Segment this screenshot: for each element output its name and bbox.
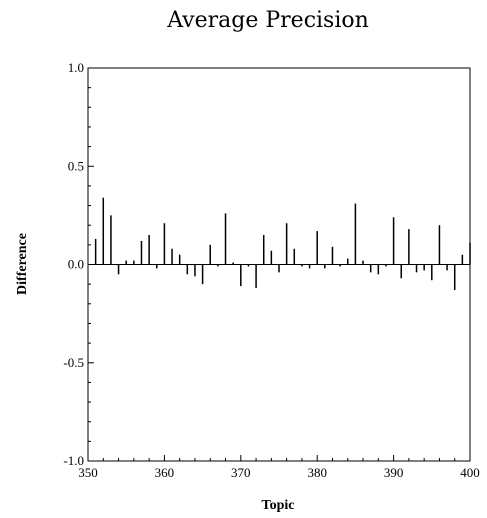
bar-topic-353 bbox=[110, 215, 112, 265]
bar-topic-379 bbox=[308, 264, 311, 269]
bar-topic-393 bbox=[415, 264, 418, 273]
bar-topic-367 bbox=[217, 264, 219, 267]
bar-topic-361 bbox=[171, 248, 173, 265]
x-axis-label: Topic bbox=[262, 498, 295, 513]
y-axis-ticks: -1.0 -0.5 0.0 0.5 1.0 bbox=[63, 60, 94, 468]
bar-topic-396 bbox=[438, 225, 441, 265]
bar-topic-385 bbox=[354, 203, 357, 265]
bar-topic-384 bbox=[347, 258, 349, 265]
bar-topic-394 bbox=[423, 264, 425, 271]
y-axis-label: Difference bbox=[15, 233, 30, 295]
bar-topic-399 bbox=[461, 254, 464, 265]
bar-topic-354 bbox=[117, 264, 120, 275]
bar-topic-359 bbox=[156, 264, 158, 269]
bars-group bbox=[94, 197, 471, 291]
bar-topic-391 bbox=[400, 264, 402, 279]
bar-topic-373 bbox=[262, 235, 265, 265]
bar-topic-387 bbox=[369, 264, 372, 273]
bar-topic-363 bbox=[186, 264, 189, 275]
bar-topic-388 bbox=[377, 264, 380, 275]
bar-topic-371 bbox=[247, 264, 250, 267]
bar-topic-375 bbox=[278, 264, 280, 273]
bar-topic-374 bbox=[270, 250, 273, 265]
bar-topic-380 bbox=[316, 231, 318, 265]
x-tick-label: 360 bbox=[155, 465, 175, 480]
bar-topic-397 bbox=[446, 264, 448, 271]
x-tick-label: 390 bbox=[384, 465, 404, 480]
bar-topic-370 bbox=[240, 264, 242, 287]
bar-topic-357 bbox=[140, 240, 143, 265]
x-tick-label: 400 bbox=[460, 465, 480, 480]
bar-topic-381 bbox=[324, 264, 326, 269]
bar-topic-351 bbox=[94, 238, 97, 265]
bar-topic-383 bbox=[339, 264, 341, 267]
bar-topic-390 bbox=[392, 217, 395, 265]
bar-topic-372 bbox=[255, 264, 257, 289]
bar-topic-365 bbox=[201, 264, 204, 285]
bar-topic-389 bbox=[385, 264, 387, 267]
bar-topic-377 bbox=[293, 248, 296, 265]
y-tick-label: -0.5 bbox=[63, 355, 84, 370]
bar-topic-400 bbox=[469, 242, 471, 265]
bar-topic-360 bbox=[163, 223, 166, 265]
y-tick-label: 1.0 bbox=[68, 60, 84, 75]
bar-topic-368 bbox=[224, 213, 227, 265]
x-axis-ticks: 350 360 370 380 390 400 bbox=[78, 455, 480, 480]
y-tick-label: 0.5 bbox=[68, 158, 84, 173]
bar-topic-369 bbox=[232, 262, 234, 265]
bar-topic-378 bbox=[301, 264, 303, 267]
chart-title: Average Precision bbox=[166, 8, 369, 33]
bar-topic-386 bbox=[362, 260, 364, 265]
bar-topic-358 bbox=[148, 235, 150, 265]
bar-topic-392 bbox=[408, 229, 410, 265]
bar-topic-366 bbox=[209, 244, 211, 265]
bar-topic-382 bbox=[331, 246, 334, 265]
bar-topic-376 bbox=[285, 223, 288, 265]
bar-topic-356 bbox=[133, 260, 135, 265]
bar-topic-395 bbox=[431, 264, 433, 281]
bar-topic-364 bbox=[194, 264, 196, 277]
y-tick-label: 0.0 bbox=[68, 257, 84, 272]
bar-topic-362 bbox=[178, 254, 181, 265]
y-tick-label: -1.0 bbox=[63, 453, 84, 468]
x-tick-label: 380 bbox=[307, 465, 327, 480]
bar-topic-398 bbox=[453, 264, 456, 291]
bar-topic-355 bbox=[125, 260, 127, 265]
x-tick-label: 370 bbox=[231, 465, 251, 480]
x-tick-label: 350 bbox=[78, 465, 98, 480]
bar-topic-352 bbox=[102, 197, 105, 265]
